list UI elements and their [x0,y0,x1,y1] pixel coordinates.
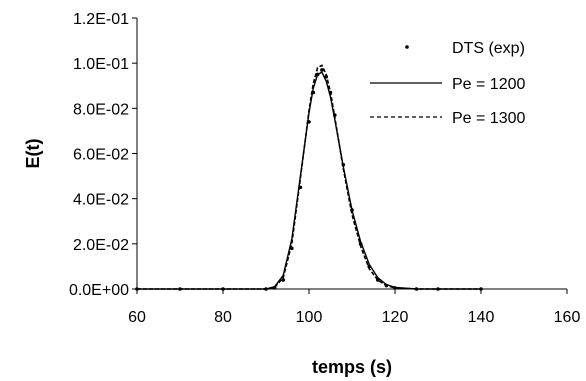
x-tick-label: 140 [468,309,495,326]
legend-label: DTS (exp) [452,40,525,57]
series-line-pe-1200 [137,71,481,290]
y-tick-label: 4.0E-02 [73,192,129,209]
x-tick-label: 60 [128,309,146,326]
x-axis-title: temps (s) [312,357,392,377]
y-tick-label: 1.0E-01 [73,56,129,73]
series-line-pe-1300 [137,64,481,290]
axes [136,18,567,290]
data-point [281,278,286,282]
y-tick-label: 6.0E-02 [73,147,129,164]
x-tick-label: 120 [382,309,409,326]
y-tick-label: 2.0E-02 [73,237,129,254]
legend-marker [405,45,409,49]
legend-label: Pe = 1200 [452,76,526,93]
ticks: 0.0E+00 2.0E-02 4.0E-02 6.0E-02 8.0E-02 1.0E-… [69,11,581,326]
series-markers-dts-exp [135,68,483,291]
x-tick-label: 160 [554,309,581,326]
legend-label: Pe = 1300 [452,110,526,127]
y-tick-label: 0.0E+00 [69,282,129,299]
y-tick-label: 8.0E-02 [73,101,129,118]
series-layer [135,64,483,291]
legend: DTS (exp) Pe = 1200 Pe = 1300 [370,40,526,127]
y-tick-label: 1.2E-01 [73,11,129,28]
x-tick-label: 80 [214,309,232,326]
y-axis-title: E(t) [23,139,43,169]
x-tick-label: 100 [296,309,323,326]
